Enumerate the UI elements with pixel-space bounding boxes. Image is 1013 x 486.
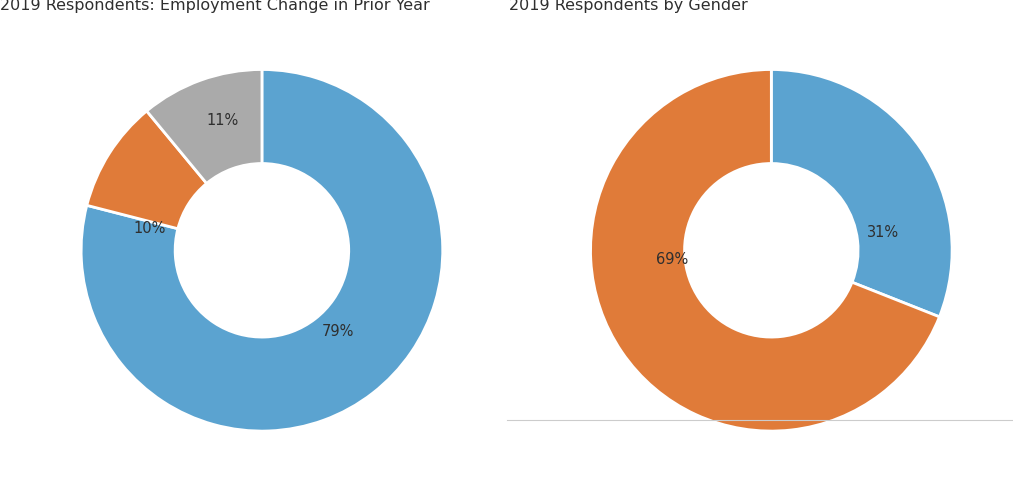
Wedge shape — [771, 69, 952, 317]
Wedge shape — [591, 69, 939, 431]
Text: 10%: 10% — [134, 221, 166, 236]
Text: 2019 Respondents: Employment Change in Prior Year: 2019 Respondents: Employment Change in P… — [0, 0, 430, 14]
Wedge shape — [147, 69, 262, 183]
Wedge shape — [81, 69, 443, 431]
Text: 69%: 69% — [655, 252, 688, 267]
Text: 11%: 11% — [206, 113, 238, 128]
Text: 2019 Respondents by Gender: 2019 Respondents by Gender — [510, 0, 748, 14]
Wedge shape — [87, 111, 207, 229]
Text: 79%: 79% — [322, 324, 355, 339]
Text: 31%: 31% — [867, 225, 900, 240]
